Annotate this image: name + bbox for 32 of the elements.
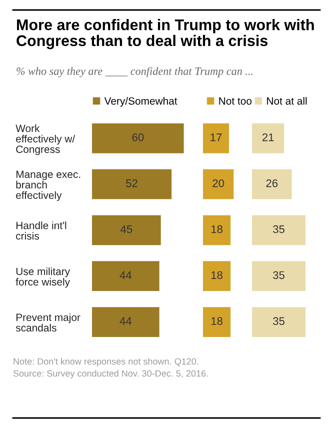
y-tick-label: Prevent major scandals (16, 313, 80, 332)
data-label: 26 (266, 179, 278, 188)
y-tick-label: Use military force wisely (16, 267, 70, 288)
data-label: 44 (120, 271, 132, 279)
data-label: 35 (273, 225, 284, 234)
data-label: 52 (126, 179, 138, 188)
text: Note: Don't know responses not shown. Q120. (14, 358, 198, 366)
data-label: 21 (262, 133, 274, 142)
y-tick-label: Handle int'l crisis (16, 222, 66, 240)
data-label: 44 (120, 317, 132, 325)
bar (92, 123, 184, 154)
bar (92, 261, 160, 292)
data-label: 18 (211, 317, 222, 326)
data-label: 17 (210, 133, 222, 142)
bar (92, 307, 160, 337)
data-label: 18 (211, 271, 222, 280)
source-note: Source: Survey conducted Nov. 30-Dec. 5, 2016. (13, 370, 208, 378)
legend-label: Very/Somewhat (104, 97, 178, 107)
legend-label: Not too (219, 97, 252, 105)
y-tick-label: Manage exec. branch effectively (16, 170, 80, 201)
bar (92, 215, 161, 246)
data-label: 45 (120, 225, 132, 234)
legend-label: Not at all (267, 97, 307, 105)
data-label: 60 (132, 133, 144, 142)
data-label: 35 (273, 271, 284, 280)
chart-subtitle: % who say they are ____ confident that Trump can ... (16, 67, 253, 78)
data-label: 20 (212, 179, 224, 188)
bar (92, 169, 172, 200)
data-label: 18 (211, 225, 222, 234)
data-label: 35 (273, 317, 284, 326)
y-tick-label: Work effectively w/ Congress (16, 124, 76, 156)
chart-title: More are confident in Trump to work with Congress than to deal with a crisis (16, 19, 314, 50)
